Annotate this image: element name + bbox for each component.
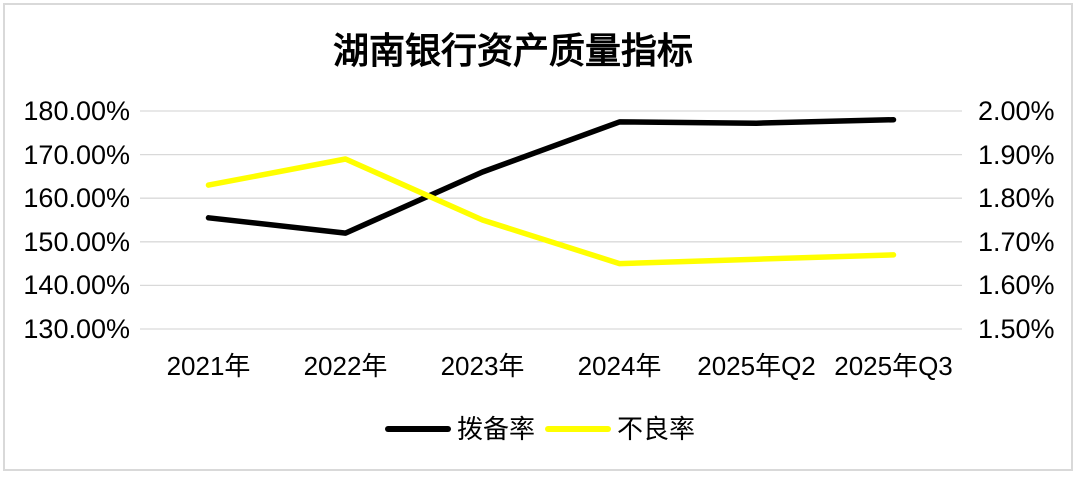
legend-line-swatch (384, 426, 451, 432)
plot-canvas (140, 110, 962, 330)
legend: 拨备率 不良率 (0, 414, 1080, 444)
right-axis-tick-label: 1.70% (978, 226, 1055, 257)
x-axis-category-label: 2022年 (303, 351, 388, 381)
left-axis-tick-label: 170.00% (23, 139, 130, 170)
legend-item: 拨备率 (384, 414, 535, 444)
x-axis-category-label: 2025年Q3 (834, 351, 953, 381)
legend-line-swatch (545, 426, 611, 432)
right-axis-tick-label: 1.80% (978, 183, 1055, 214)
x-axis-category-label: 2024年 (577, 351, 662, 381)
right-axis-tick-label: 1.50% (978, 314, 1055, 344)
series-line-left-axis (205, 116, 897, 236)
x-axis-category-label: 2021年 (166, 351, 251, 381)
legend-label: 拨备率 (456, 414, 535, 444)
right-axis-tick-label: 2.00% (978, 96, 1055, 126)
x-axis-category-label: 2025年Q2 (697, 351, 816, 381)
left-axis-tick-label: 140.00% (23, 270, 130, 301)
left-axis-tick-label: 180.00% (23, 96, 130, 126)
right-axis-tick-label: 1.60% (978, 270, 1055, 301)
x-axis-category-label: 2023年 (440, 351, 525, 381)
series-line-right-axis (205, 156, 897, 267)
left-axis-tick-label: 130.00% (23, 314, 130, 344)
legend-item: 不良率 (545, 414, 695, 444)
legend-label: 不良率 (617, 414, 696, 444)
left-axis-tick-label: 160.00% (23, 183, 130, 214)
chart-title: 湖南银行资产质量指标 (332, 30, 693, 71)
left-axis-tick-label: 150.00% (23, 226, 130, 257)
plot-area (140, 110, 962, 330)
right-axis-tick-label: 1.90% (978, 139, 1055, 170)
